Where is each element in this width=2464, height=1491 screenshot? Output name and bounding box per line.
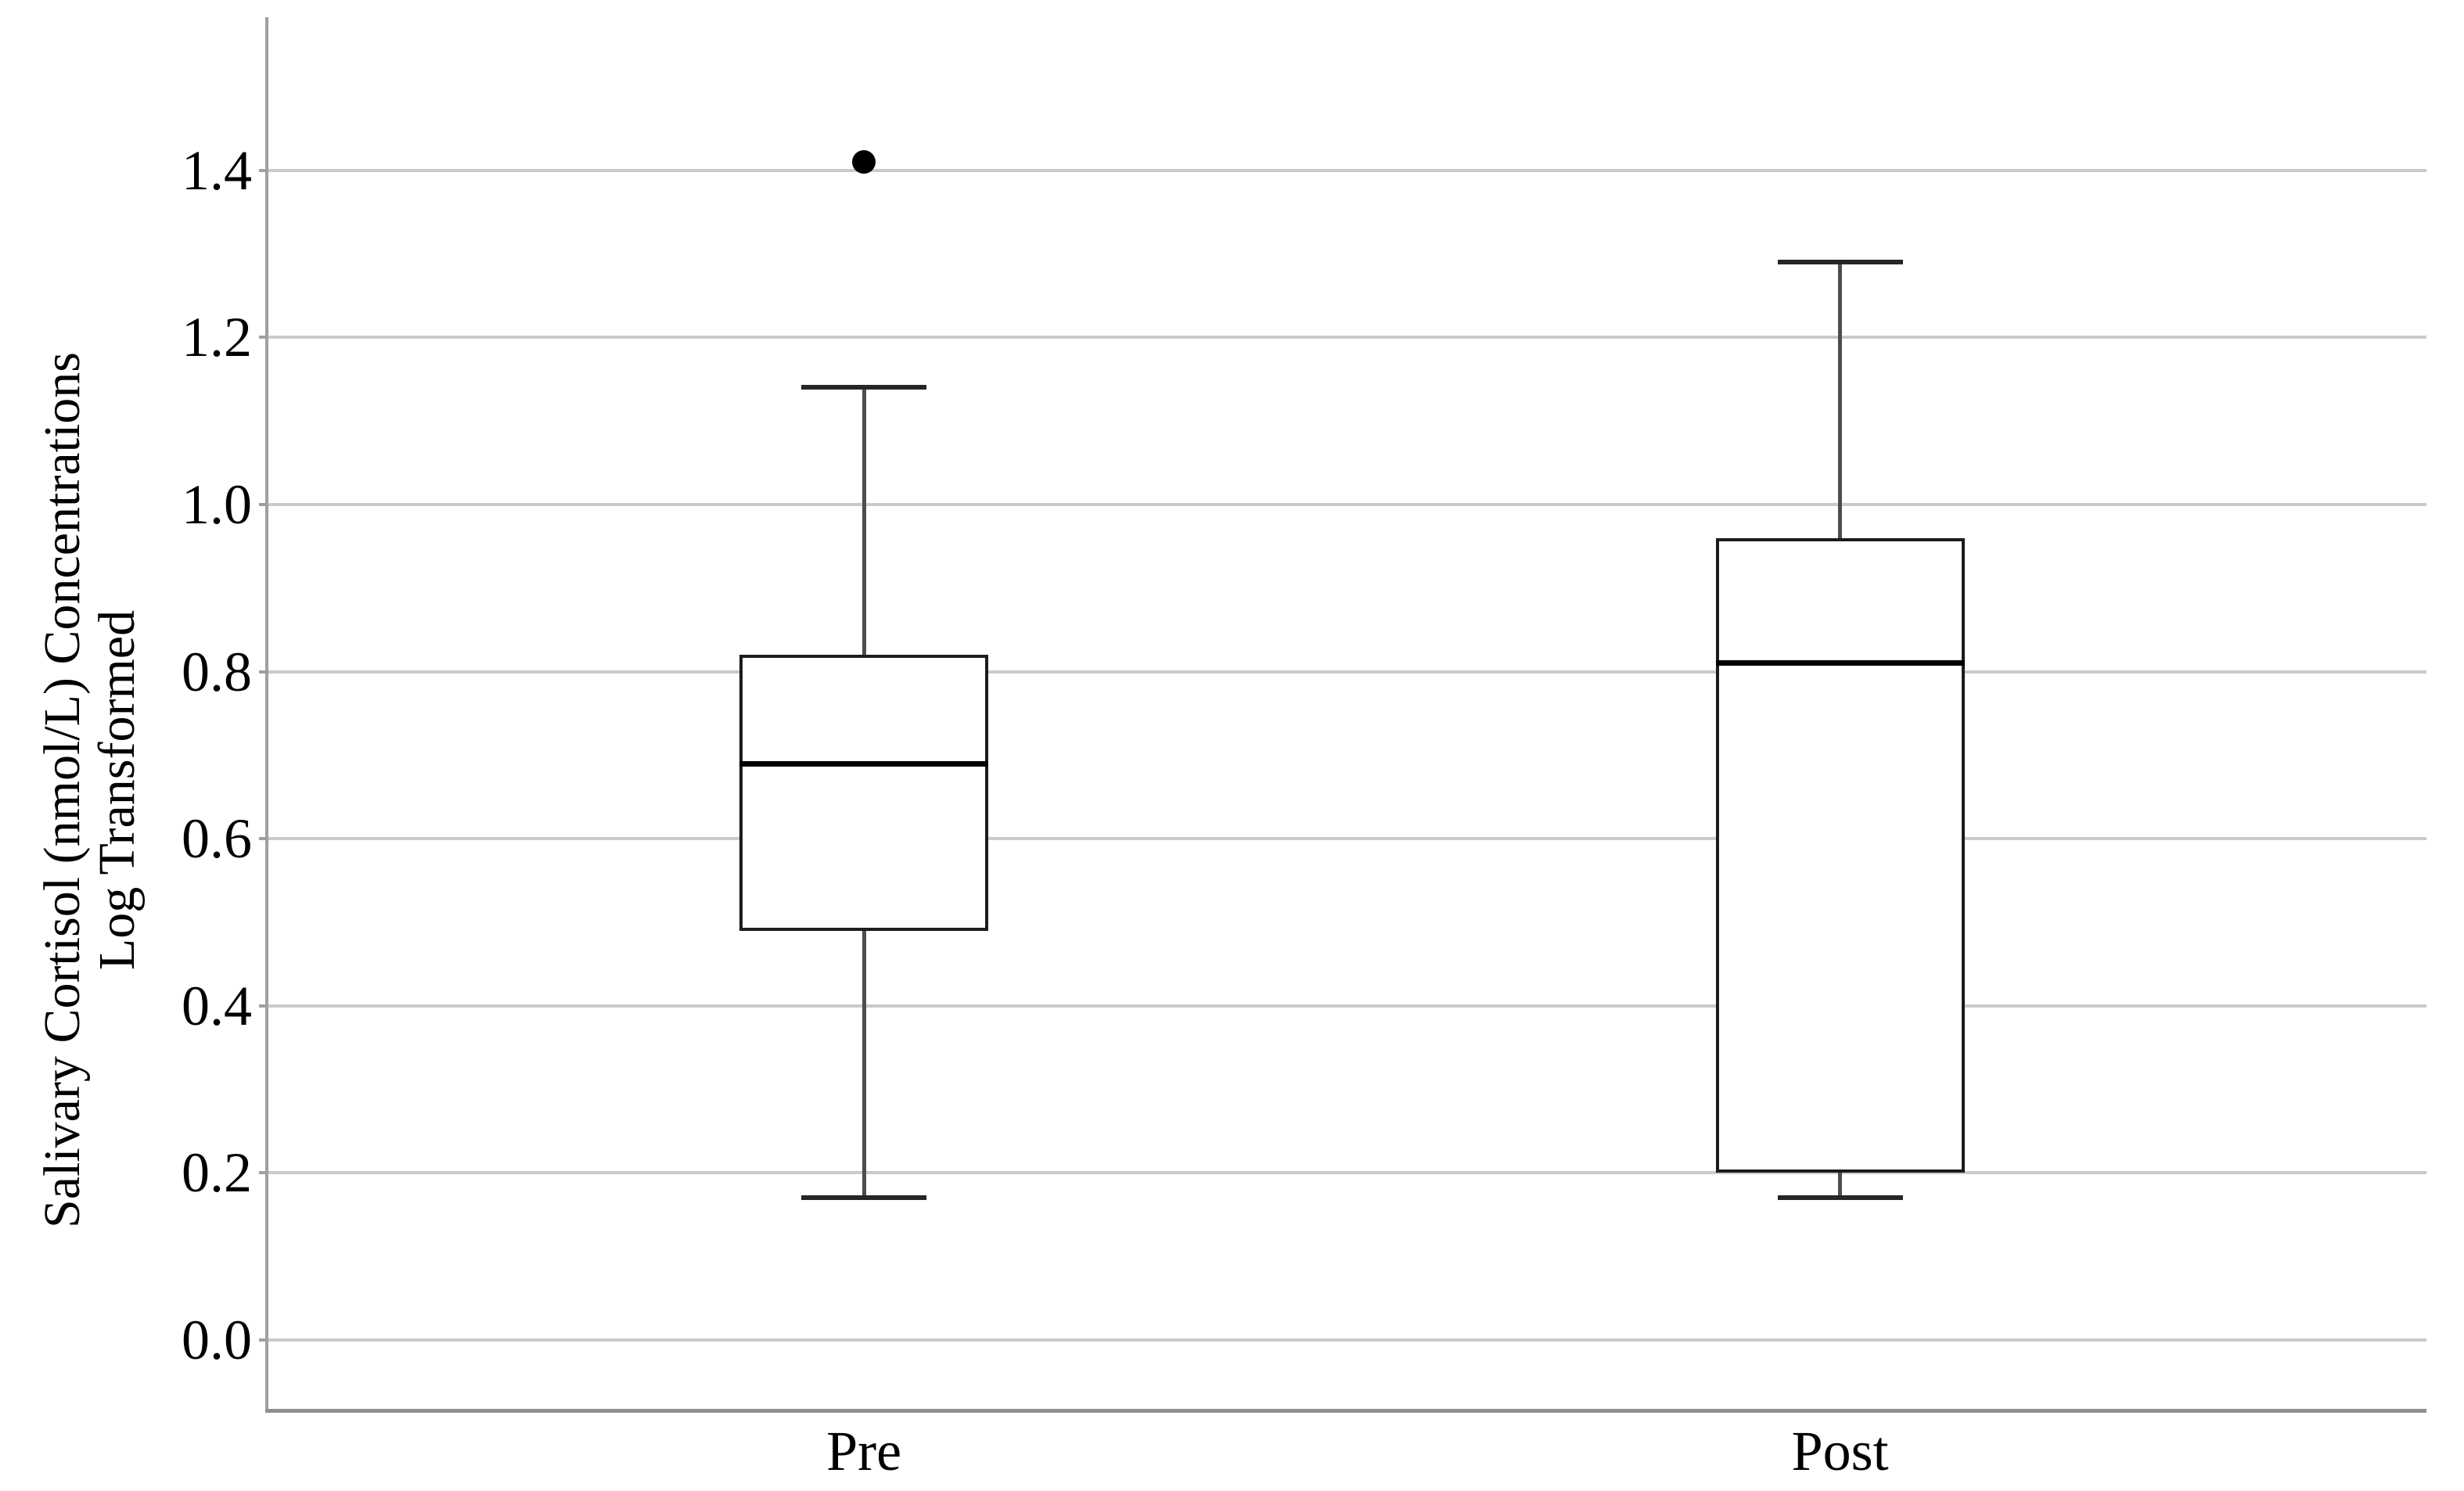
y-tick-label: 1.2	[182, 306, 252, 369]
y-gridline	[267, 336, 2426, 340]
x-axis-line	[265, 1409, 2426, 1413]
y-gridline	[267, 837, 2426, 841]
y-gridline	[267, 1338, 2426, 1342]
x-category-label-pre: Pre	[826, 1420, 902, 1482]
y-axis-title-line1: Salivary Cortisol (nmol/L) Concentration…	[34, 352, 91, 1229]
y-tick-mark	[259, 503, 267, 506]
whisker-upper-cap-pre	[801, 385, 927, 390]
y-tick-label: 0.2	[182, 1141, 252, 1205]
y-gridline	[267, 503, 2426, 506]
y-tick-label: 0.8	[182, 640, 252, 703]
whisker-lower-stem-pre	[862, 930, 866, 1198]
y-tick-label: 0.0	[182, 1309, 252, 1371]
y-tick-label: 0.4	[182, 974, 252, 1037]
y-tick-label: 1.0	[182, 473, 252, 536]
x-category-label-post: Post	[1791, 1420, 1889, 1482]
whisker-lower-stem-post	[1838, 1173, 1843, 1198]
y-tick-mark	[259, 1004, 267, 1008]
y-tick-mark	[259, 670, 267, 674]
median-line-post	[1715, 660, 1965, 666]
y-gridline	[267, 1171, 2426, 1175]
y-tick-label: 1.4	[182, 138, 252, 202]
y-gridline	[267, 168, 2426, 172]
y-tick-mark	[259, 837, 267, 841]
outlier-point-pre	[852, 150, 876, 174]
whisker-upper-cap-post	[1777, 260, 1903, 265]
iqr-box-pre	[739, 655, 989, 931]
whisker-upper-stem-post	[1838, 262, 1843, 538]
y-tick-mark	[259, 1171, 267, 1175]
median-line-pre	[739, 760, 989, 767]
whisker-lower-cap-post	[1777, 1195, 1903, 1201]
y-axis-line	[265, 17, 268, 1410]
y-tick-mark	[259, 1338, 267, 1342]
y-tick-mark	[259, 336, 267, 340]
y-tick-label: 0.6	[182, 807, 252, 871]
y-gridline	[267, 670, 2426, 674]
whisker-lower-cap-pre	[801, 1195, 927, 1201]
y-tick-mark	[259, 168, 267, 172]
whisker-upper-stem-pre	[862, 387, 866, 656]
iqr-box-post	[1715, 537, 1965, 1173]
y-gridline	[267, 1004, 2426, 1008]
